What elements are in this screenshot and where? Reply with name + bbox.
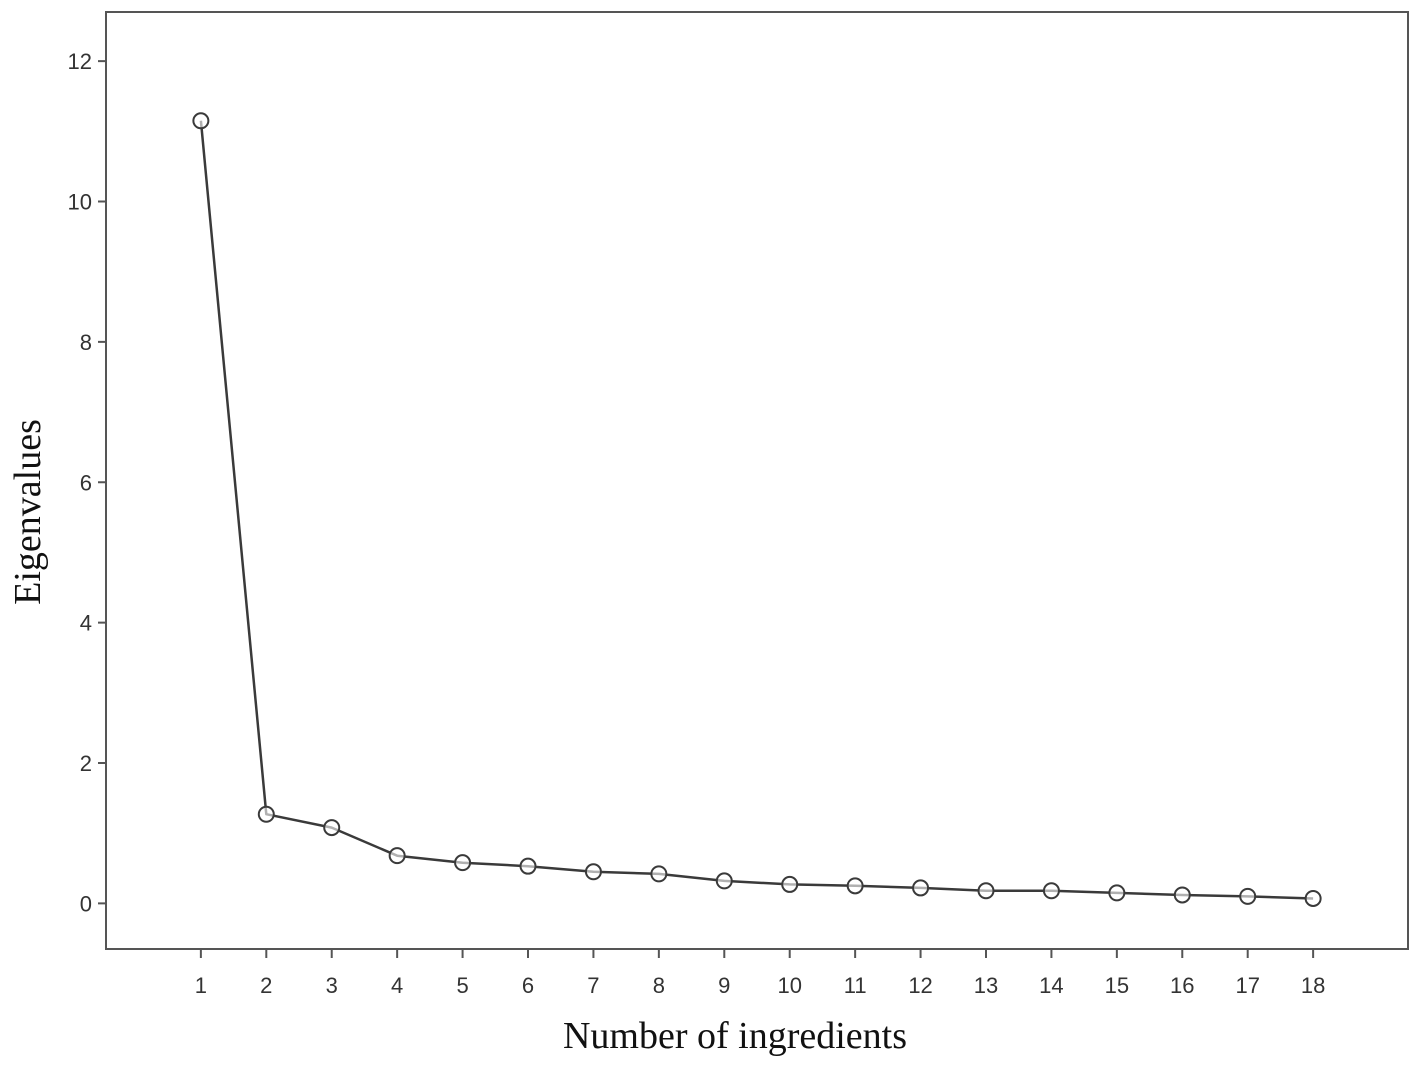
y-tick-label: 4 (80, 611, 92, 636)
x-tick-label: 2 (260, 973, 272, 998)
y-tick-label: 12 (68, 49, 92, 74)
x-tick-label: 9 (718, 973, 730, 998)
y-tick-label: 10 (68, 190, 92, 215)
y-tick-label: 2 (80, 751, 92, 776)
x-tick-label: 10 (777, 973, 801, 998)
x-tick-label: 14 (1039, 973, 1063, 998)
x-tick-label: 4 (391, 973, 403, 998)
x-tick-label: 18 (1301, 973, 1325, 998)
data-point-13 (977, 882, 995, 900)
data-point-5 (454, 854, 472, 872)
x-tick-label: 8 (653, 973, 665, 998)
x-tick-label: 6 (522, 973, 534, 998)
data-point-1 (192, 112, 210, 130)
data-point-3 (323, 819, 341, 837)
x-tick-label: 5 (456, 973, 468, 998)
data-point-6 (519, 857, 537, 875)
x-tick-label: 17 (1235, 973, 1259, 998)
data-point-10 (781, 875, 799, 893)
data-point-11 (846, 877, 864, 895)
data-point-17 (1239, 887, 1257, 905)
data-point-12 (912, 879, 930, 897)
data-point-7 (584, 863, 602, 881)
y-tick-label: 0 (80, 891, 92, 916)
x-tick-label: 13 (974, 973, 998, 998)
x-axis-title: Number of ingredients (563, 1015, 907, 1057)
x-tick-label: 3 (326, 973, 338, 998)
y-tick-label: 8 (80, 330, 92, 355)
x-tick-label: 1 (195, 973, 207, 998)
data-point-16 (1173, 886, 1191, 904)
series-eigenvalues (192, 112, 1322, 907)
x-tick-label: 15 (1105, 973, 1129, 998)
plot-frame (105, 11, 1409, 950)
data-point-4 (388, 847, 406, 865)
data-point-15 (1108, 884, 1126, 902)
data-point-8 (650, 865, 668, 883)
series-line (199, 120, 1314, 900)
y-tick-label: 6 (80, 470, 92, 495)
data-point-18 (1304, 889, 1322, 907)
data-point-9 (715, 872, 733, 890)
x-tick-label: 16 (1170, 973, 1194, 998)
x-tick-label: 7 (587, 973, 599, 998)
y-axis-title: Eigenvalues (7, 419, 49, 605)
x-axis: 1 2 3 4 5 6 7 8 9 10 11 12 13 14 15 16 17 18 (195, 949, 1325, 998)
y-axis: 0 2 4 6 8 10 12 (68, 49, 106, 916)
x-tick-label: 11 (844, 973, 867, 998)
data-point-14 (1042, 882, 1060, 900)
data-point-2 (257, 805, 275, 823)
x-tick-label: 12 (908, 973, 932, 998)
